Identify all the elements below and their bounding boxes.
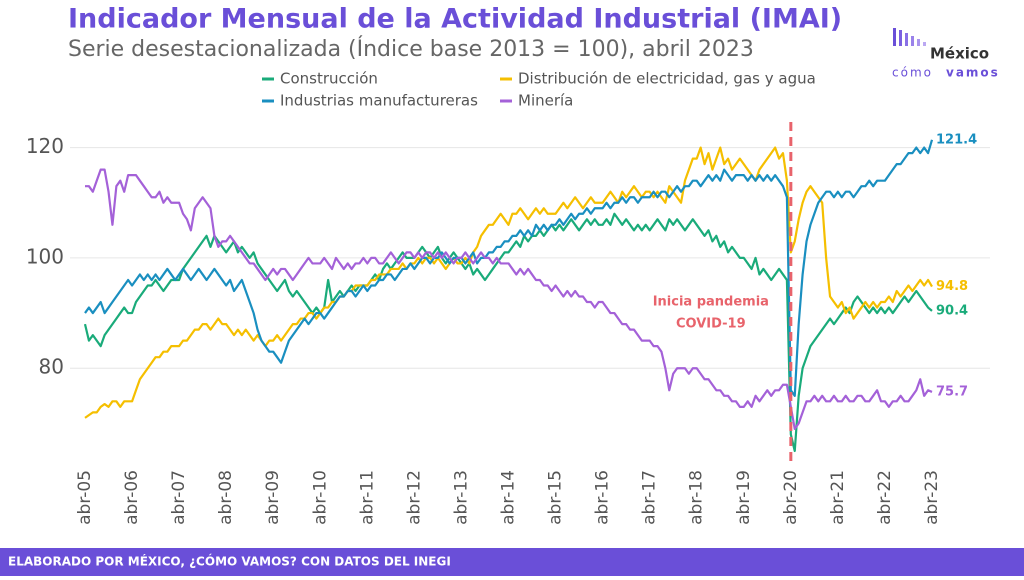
x-tick-label: abr-13 [451,470,471,525]
logo-bar [917,39,920,46]
x-tick-label: abr-22 [875,470,895,525]
series-line [84,139,934,397]
x-tick-label: abr-12 [404,470,424,525]
legend-label: Distribución de electricidad, gas y agua [518,70,816,88]
annotation-text: Inicia pandemia [653,295,769,310]
legend-label: Construcción [280,70,378,88]
x-tick-label: abr-17 [640,470,660,525]
logo-text: cómo [892,66,933,80]
x-tick-label: abr-16 [593,470,613,525]
logo-text: México [930,45,989,63]
logo-bar [905,33,908,46]
x-tick-label: abr-11 [357,470,377,525]
y-tick-label: 100 [26,244,64,268]
logo-bar [923,42,926,46]
x-tick-label: abr-19 [734,470,754,525]
x-tick-label: abr-07 [169,470,189,525]
chart-title: Indicador Mensual de la Actividad Indust… [68,4,842,35]
x-tick-label: abr-09 [263,470,283,525]
logo-bar [899,30,902,46]
x-tick-label: abr-14 [499,470,519,525]
end-label: 90.4 [936,303,968,318]
y-tick-label: 120 [26,134,64,158]
legend-label: Minería [518,92,573,110]
end-label: 94.8 [936,279,968,294]
x-tick-label: abr-18 [687,470,707,525]
legend-label: Industrias manufactureras [280,92,478,110]
footer-text: ELABORADO POR MÉXICO, ¿CÓMO VAMOS? CON D… [8,554,451,569]
x-tick-label: abr-10 [310,470,330,525]
x-tick-label: abr-15 [546,470,566,525]
footer-bar [0,548,1024,576]
x-tick-label: abr-21 [828,470,848,525]
series-line [85,168,933,430]
logo: México cómo vamos [892,28,1000,80]
logo-bar [911,36,914,46]
series-line [84,146,933,419]
logo-text: vamos [946,66,1000,80]
series-line [83,212,933,453]
end-label: 121.4 [936,132,977,147]
x-tick-label: abr-23 [922,470,942,525]
x-tick-label: abr-05 [75,470,95,525]
y-tick-label: 80 [39,355,64,379]
logo-bar [893,28,896,46]
end-label: 75.7 [936,384,968,399]
chart-subtitle: Serie desestacionalizada (Índice base 20… [68,36,754,62]
x-tick-label: abr-20 [781,470,801,525]
x-tick-label: abr-08 [216,470,236,525]
annotation-text: COVID-19 [676,317,746,332]
x-tick-label: abr-06 [122,470,142,525]
